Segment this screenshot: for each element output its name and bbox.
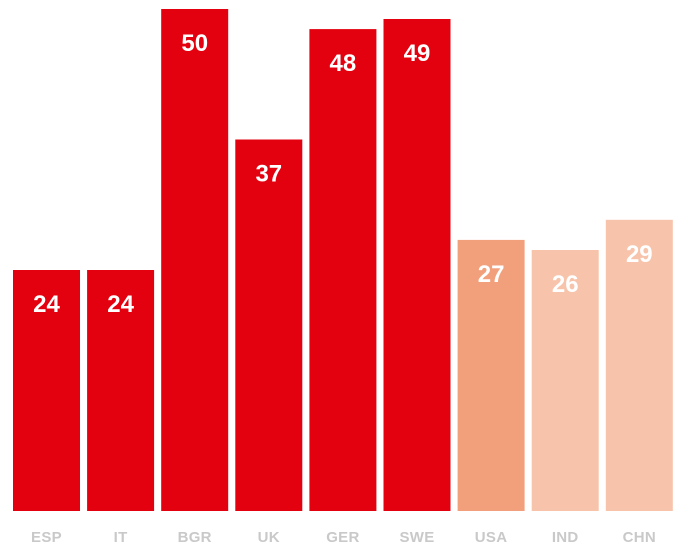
bars-group <box>13 9 673 512</box>
x-tick-label-swe: SWE <box>399 529 434 546</box>
value-label-esp: 24 <box>33 291 60 318</box>
x-tick-label-ger: GER <box>326 529 359 546</box>
bar-chn <box>605 219 673 512</box>
value-label-usa: 27 <box>478 261 505 288</box>
x-tick-label-bgr: BGR <box>178 529 212 546</box>
bar-swe <box>383 19 451 511</box>
bar-bgr <box>161 9 229 511</box>
value-label-chn: 29 <box>626 241 653 268</box>
bar-it <box>87 270 155 511</box>
value-label-uk: 37 <box>255 161 282 188</box>
value-labels-group: 24 24 50 37 48 49 27 26 29 <box>33 30 653 318</box>
value-label-ind: 26 <box>552 271 579 298</box>
bar-esp <box>13 270 80 511</box>
x-tick-label-ind: IND <box>552 529 579 546</box>
x-tick-label-esp: ESP <box>31 529 62 546</box>
x-tick-label-chn: CHN <box>623 529 656 546</box>
value-label-bgr: 50 <box>181 30 208 57</box>
x-axis-tick-labels: ESP IT BGR UK GER SWE USA IND CHN <box>31 529 656 546</box>
x-tick-label-usa: USA <box>475 529 508 546</box>
value-label-swe: 49 <box>404 40 431 67</box>
value-label-ger: 48 <box>330 50 357 77</box>
bar-ger <box>309 29 377 511</box>
bar-uk <box>235 139 303 511</box>
value-label-it: 24 <box>107 291 134 318</box>
x-tick-label-uk: UK <box>258 529 280 546</box>
x-tick-label-it: IT <box>114 529 128 546</box>
bar-usa <box>457 239 525 511</box>
bar-ind <box>531 250 599 511</box>
